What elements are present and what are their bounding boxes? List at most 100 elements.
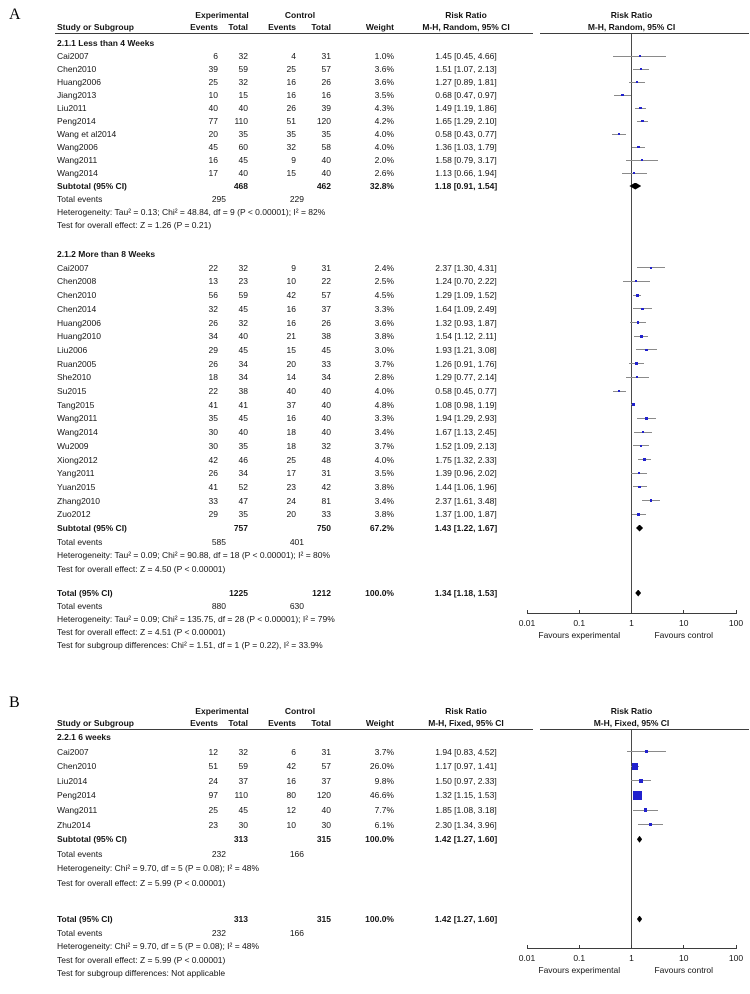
total-ctl-column-header: Total bbox=[311, 22, 331, 32]
weight-value: 3.8% bbox=[374, 481, 394, 492]
risk-ratio-text: 1.50 [0.97, 2.33] bbox=[435, 775, 497, 786]
total-experimental: 32 bbox=[238, 262, 248, 273]
events-control: 25 bbox=[286, 64, 296, 74]
header-rule-left bbox=[55, 729, 533, 730]
total-experimental: 45 bbox=[238, 155, 248, 165]
study-name: Zuo2012 bbox=[57, 509, 91, 520]
total-experimental: 46 bbox=[238, 454, 248, 465]
weight-value: 4.0% bbox=[374, 129, 394, 139]
events-experimental: 29 bbox=[208, 344, 218, 355]
effect-square bbox=[621, 93, 624, 97]
events-experimental: 30 bbox=[208, 427, 218, 438]
events-control: 16 bbox=[286, 90, 296, 100]
effect-square bbox=[637, 471, 641, 475]
weight-value: 4.0% bbox=[374, 454, 394, 465]
footnote-text: Test for overall effect: Z = 4.51 (P < 0… bbox=[57, 627, 226, 637]
footnote-text: Test for overall effect: Z = 5.99 (P < 0… bbox=[57, 954, 226, 965]
total-events-experimental: 295 bbox=[211, 194, 226, 204]
pooled-risk-ratio-text: 1.34 [1.18, 1.53] bbox=[434, 588, 498, 598]
risk-ratio-text: 1.75 [1.32, 2.33] bbox=[435, 454, 497, 465]
total-experimental: 40 bbox=[238, 331, 248, 342]
effect-square bbox=[635, 362, 639, 365]
total-experimental: 23 bbox=[238, 276, 248, 287]
total-control: 37 bbox=[321, 775, 331, 786]
events-control: 51 bbox=[286, 116, 296, 126]
risk-ratio-text: 1.37 [1.00, 1.87] bbox=[435, 509, 497, 520]
total-experimental: 59 bbox=[238, 64, 248, 74]
total-experimental: 35 bbox=[238, 509, 248, 520]
events-experimental: 6 bbox=[213, 51, 218, 61]
total-control: 40 bbox=[321, 155, 331, 165]
total-control: 48 bbox=[321, 454, 331, 465]
weight-value: 2.8% bbox=[374, 372, 394, 383]
total-experimental: 45 bbox=[238, 805, 248, 815]
risk-ratio-text: 0.68 [0.47, 0.97] bbox=[435, 90, 497, 100]
events-experimental: 10 bbox=[208, 90, 218, 100]
risk-ratio-text: 1.45 [0.45, 4.66] bbox=[435, 51, 497, 61]
events-control: 35 bbox=[286, 129, 296, 139]
effect-square bbox=[636, 376, 639, 379]
total-experimental: 41 bbox=[238, 399, 248, 410]
events-control: 20 bbox=[286, 509, 296, 520]
weight-value: 3.7% bbox=[374, 746, 394, 757]
method-column-header-left: M-H, Fixed, 95% CI bbox=[428, 718, 504, 728]
risk-ratio-text: 1.54 [1.12, 2.11] bbox=[435, 331, 497, 342]
panel-b-label: B bbox=[9, 694, 20, 711]
axis-tick-label: 0.01 bbox=[518, 953, 536, 963]
total-control: 40 bbox=[321, 805, 331, 815]
total-events-experimental: 880 bbox=[211, 601, 226, 611]
total-experimental: 34 bbox=[238, 372, 248, 383]
events-experimental: 20 bbox=[208, 129, 218, 139]
total-control: 26 bbox=[321, 77, 331, 87]
subgroup-title: 2.2.1 6 weeks bbox=[57, 732, 111, 742]
risk-ratio-text: 1.13 [0.66, 1.94] bbox=[435, 168, 497, 178]
risk-ratio-text: 1.39 [0.96, 2.02] bbox=[435, 468, 497, 479]
footnote-text: Test for overall effect: Z = 5.99 (P < 0… bbox=[57, 878, 226, 888]
study-name: Yang2011 bbox=[57, 468, 95, 479]
risk-ratio-text: 2.37 [1.61, 3.48] bbox=[435, 495, 497, 506]
method-column-header-right: M-H, Fixed, 95% CI bbox=[593, 718, 670, 728]
risk-ratio-text: 2.30 [1.34, 3.96] bbox=[435, 819, 497, 830]
effect-square bbox=[633, 790, 643, 800]
total-events-control: 166 bbox=[289, 848, 304, 859]
total-events-control: 229 bbox=[289, 194, 304, 204]
weight-value: 2.4% bbox=[374, 262, 394, 273]
total-control: 57 bbox=[321, 290, 331, 301]
favours-right-label: Favours control bbox=[654, 965, 714, 975]
effect-square bbox=[638, 778, 643, 783]
events-exp-column-header: Events bbox=[190, 22, 218, 32]
total-experimental: 52 bbox=[238, 481, 248, 492]
total-control: 40 bbox=[321, 413, 331, 424]
pooled-total-experimental: 1225 bbox=[229, 588, 248, 598]
total-control: 40 bbox=[321, 399, 331, 410]
total-control: 45 bbox=[321, 344, 331, 355]
total-experimental: 32 bbox=[238, 51, 248, 61]
total-control: 32 bbox=[321, 440, 331, 451]
study-name: Yuan2015 bbox=[57, 481, 96, 492]
total-control: 37 bbox=[321, 303, 331, 314]
total-experimental: 30 bbox=[238, 819, 248, 830]
total-control: 33 bbox=[321, 509, 331, 520]
weight-value: 4.0% bbox=[374, 386, 394, 396]
events-control: 20 bbox=[286, 358, 296, 369]
events-experimental: 97 bbox=[208, 790, 218, 801]
study-name: Peng2014 bbox=[57, 116, 96, 126]
header-rule-right bbox=[540, 33, 749, 34]
events-experimental: 13 bbox=[208, 276, 218, 287]
total-experimental: 40 bbox=[238, 427, 248, 438]
axis-tick bbox=[578, 945, 580, 949]
risk-ratio-text: 1.24 [0.70, 2.22] bbox=[435, 276, 497, 287]
effect-square bbox=[631, 403, 635, 407]
total-events-label: Total events bbox=[57, 927, 103, 938]
pooled-diamond bbox=[636, 524, 644, 532]
pooled-diamond bbox=[636, 915, 643, 923]
events-experimental: 40 bbox=[208, 103, 218, 113]
risk-ratio-text: 1.36 [1.03, 1.79] bbox=[435, 142, 497, 152]
risk-ratio-text: 0.58 [0.45, 0.77] bbox=[435, 386, 497, 396]
weight-value: 4.5% bbox=[374, 290, 394, 301]
effect-square bbox=[637, 145, 640, 149]
effect-square bbox=[638, 485, 642, 489]
events-control: 12 bbox=[286, 805, 296, 815]
effect-square bbox=[635, 280, 638, 283]
events-control: 32 bbox=[286, 142, 296, 152]
